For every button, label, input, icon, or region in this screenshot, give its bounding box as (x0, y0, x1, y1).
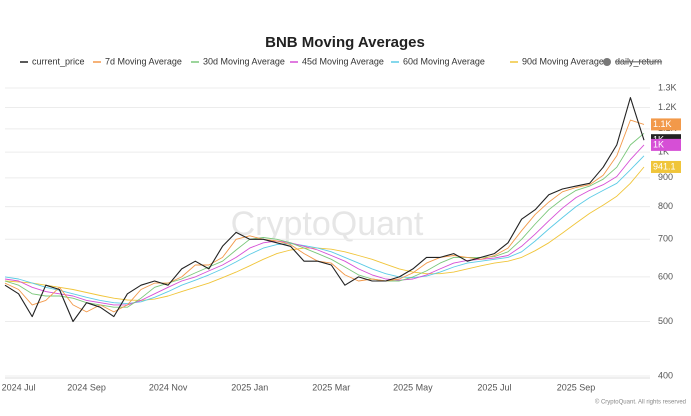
legend-label: 90d Moving Average (522, 56, 604, 66)
legend-item: 90d Moving Average (510, 56, 604, 66)
y-tick-label: 700 (658, 234, 673, 244)
series-line (4, 155, 645, 305)
end-badge-box (651, 160, 681, 173)
x-tick-label: 2025 Sep (557, 382, 596, 392)
x-tick-label: 2024 Nov (149, 382, 188, 392)
legend-swatch (603, 58, 611, 66)
legend-label: 30d Moving Average (203, 56, 285, 66)
series-line (4, 119, 645, 313)
end-badge: 1.1K (651, 118, 681, 131)
x-tick-label: 2024 Sep (67, 382, 106, 392)
end-badge: 941.1 (651, 160, 681, 173)
legend-label: 7d Moving Average (105, 56, 182, 66)
end-badge-label: 1K (653, 139, 664, 149)
legend-item: current_price (20, 56, 85, 66)
series-line (4, 97, 645, 323)
end-badge-box (651, 118, 681, 131)
legend-item: daily_return (603, 56, 663, 66)
y-tick-label: 500 (658, 316, 673, 326)
copyright: © CryptoQuant. All rights reserved (595, 399, 686, 406)
x-tick-label: 2025 Mar (312, 382, 350, 392)
x-tick-label: 2025 Jan (231, 382, 268, 392)
watermark: CryptoQuant (231, 205, 424, 243)
x-tick-label: 2024 Jul (2, 382, 36, 392)
end-badge-label: 1.1K (653, 119, 672, 129)
y-tick-label: 600 (658, 271, 673, 281)
y-tick-label: 1.2K (658, 102, 677, 112)
y-tick-label: 900 (658, 172, 673, 182)
y-tick-label: 400 (658, 370, 673, 380)
end-badge-box (651, 138, 681, 151)
legend-label: 45d Moving Average (302, 56, 384, 66)
series-line (4, 132, 645, 308)
end-badge: 1K (651, 138, 681, 151)
y-tick-label: 800 (658, 201, 673, 211)
legend-item: 30d Moving Average (191, 56, 285, 66)
grid (5, 87, 650, 377)
y-tick-label: 1K (658, 146, 669, 156)
legend-item: 45d Moving Average (290, 56, 384, 66)
legend-item: 60d Moving Average (391, 56, 485, 66)
y-tick-label: 1.3K (658, 82, 677, 92)
legend-label: daily_return (615, 56, 662, 66)
x-tick-label: 2025 Jul (477, 382, 511, 392)
end-badge-label: 941.1 (653, 161, 676, 171)
legend-label: current_price (32, 56, 85, 66)
series-line (4, 144, 645, 306)
x-tick-label: 2025 May (393, 382, 433, 392)
series-line (4, 166, 645, 301)
legend-item: 7d Moving Average (93, 56, 182, 66)
chart-title: BNB Moving Averages (265, 34, 425, 51)
legend-label: 60d Moving Average (403, 56, 485, 66)
